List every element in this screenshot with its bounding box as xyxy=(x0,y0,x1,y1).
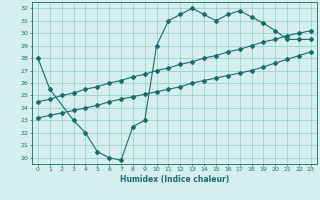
X-axis label: Humidex (Indice chaleur): Humidex (Indice chaleur) xyxy=(120,175,229,184)
